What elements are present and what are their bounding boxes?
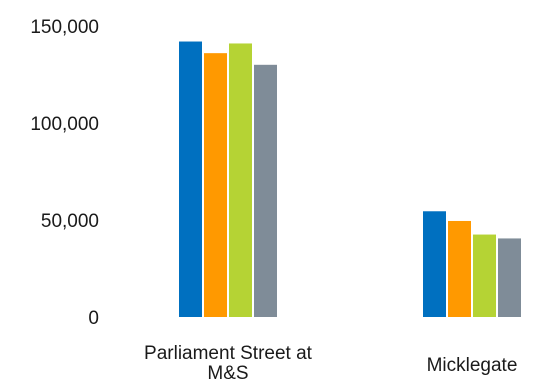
y-axis-ticks: 0 50,000 100,000 150,000 (30, 17, 99, 329)
bar-series-1-category-1 (179, 41, 202, 318)
y-tick-label: 50,000 (41, 211, 99, 232)
bars-group (179, 41, 521, 318)
x-category-label: Micklegate (427, 355, 518, 376)
bar-series-1-category-2 (423, 211, 446, 317)
bar-series-4-category-2 (498, 238, 521, 317)
bar-series-2-category-2 (448, 220, 471, 317)
x-category-label-line: Micklegate (427, 355, 518, 376)
bar-series-4-category-1 (254, 64, 277, 317)
y-tick-label: 150,000 (30, 17, 99, 38)
bar-series-2-category-1 (204, 53, 227, 317)
x-category-label-line: M&S (207, 363, 248, 384)
x-category-label: Parliament Street at M&S (144, 343, 313, 384)
y-tick-label: 100,000 (30, 114, 99, 135)
bar-series-3-category-1 (229, 43, 252, 318)
y-tick-label: 0 (88, 308, 99, 329)
x-axis-labels: Parliament Street at M&S Micklegate (144, 343, 517, 384)
x-category-label-line: Parliament Street at (144, 343, 313, 364)
bar-series-3-category-2 (473, 234, 496, 317)
